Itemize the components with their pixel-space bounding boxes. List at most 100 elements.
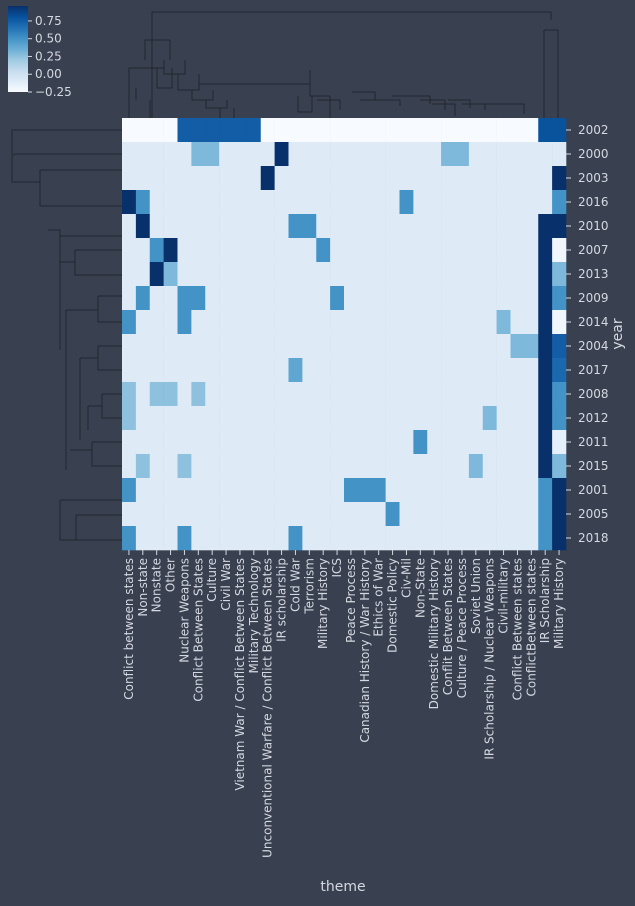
cell [468,310,484,335]
cell [122,526,137,551]
cell [205,358,220,383]
cell [122,382,137,407]
x-tick-label: Civil-military [497,558,511,634]
cell [122,478,137,503]
cell [149,502,164,527]
cell [260,238,275,263]
cell [205,406,220,431]
column-dendrogram [128,11,559,118]
cell [357,430,373,455]
cell [246,334,262,359]
cell [441,430,456,455]
cell [552,118,567,143]
cell [524,382,539,407]
cell [274,262,289,287]
cell [357,310,373,335]
cell [330,406,345,431]
cell [191,430,206,455]
cell [330,214,345,239]
cell [552,454,567,479]
cell [455,526,470,551]
cell [233,406,248,431]
cell [274,382,289,407]
cell [399,358,414,383]
cell [455,478,470,503]
cell [205,310,220,335]
cell [316,406,331,431]
cell [399,286,414,311]
cell [399,382,414,407]
x-tick-label: IR Scholarship [538,558,552,643]
cell [330,286,345,311]
cell [246,478,262,503]
cell [302,382,317,407]
cell [510,502,525,527]
cell [316,526,331,551]
cell [357,382,373,407]
cell [163,142,178,167]
colorbar [8,6,28,92]
cell [191,334,206,359]
cell [316,310,331,335]
cell [552,142,567,167]
cell [510,118,525,143]
cell [316,118,331,143]
cell [552,502,567,527]
cell [316,382,331,407]
cell [482,118,497,143]
cell [524,310,539,335]
y-tick-label: 2017 [578,363,609,377]
cell [510,406,525,431]
cell [302,526,317,551]
cell [482,214,497,239]
x-axis-label: theme [320,879,365,895]
cell [233,502,248,527]
cell [496,502,511,527]
cell [441,190,456,215]
cell [455,190,470,215]
cell [205,502,220,527]
cell [274,166,289,191]
cell [163,190,178,215]
cell [344,262,359,287]
cell [302,478,317,503]
cell [122,142,137,167]
cell [288,406,303,431]
cell [274,286,289,311]
x-tick-label: Military Technology [247,558,261,673]
cell [371,286,386,311]
cell [482,382,497,407]
cell [427,142,442,167]
cell [288,526,303,551]
cell [413,262,428,287]
cell [288,214,303,239]
cell [385,286,400,311]
cell [149,334,164,359]
cell [344,238,359,263]
cell [288,166,303,191]
cell [399,190,414,215]
cell [163,286,178,311]
cell [163,526,178,551]
cell [399,454,414,479]
cell [385,166,400,191]
cell [427,382,442,407]
cell [330,262,345,287]
cell [135,118,151,143]
cell [274,478,289,503]
cell [163,358,178,383]
cell [135,382,151,407]
cell [302,454,317,479]
cell [427,214,442,239]
cell [385,454,400,479]
cell [316,502,331,527]
cell [219,454,234,479]
cell [552,478,567,503]
cell [122,166,137,191]
cell [482,502,497,527]
cell [524,334,539,359]
x-tick-label: Culture / Peace Process [455,558,469,698]
x-tick-label: ICS [330,558,344,578]
cell [191,286,206,311]
x-tick-label: Civ-Mil [399,558,413,598]
